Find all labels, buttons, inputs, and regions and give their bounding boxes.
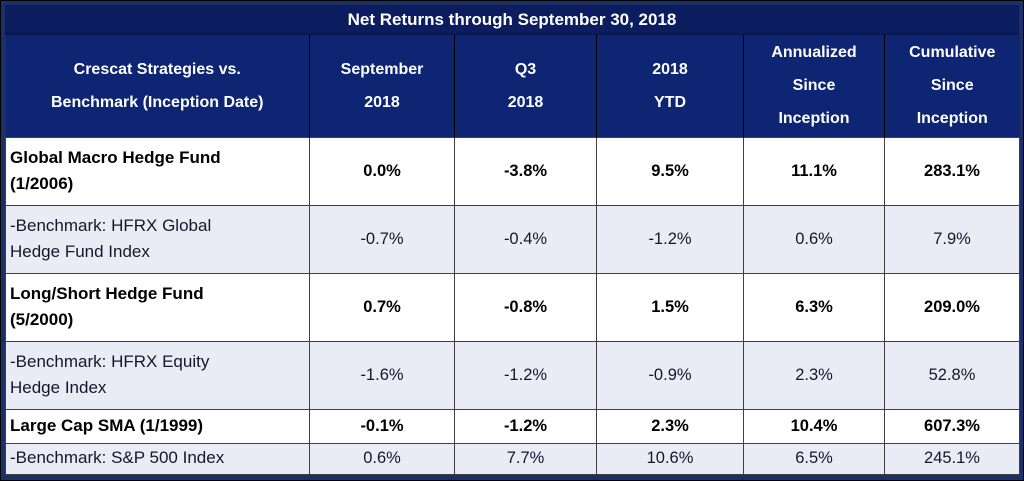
cell-q3: -1.2% [454, 408, 597, 444]
cell-september: -0.7% [309, 204, 455, 274]
table-row-long-short: Long/Short Hedge Fund (5/2000) 0.7% -0.8… [5, 272, 1020, 342]
header-2018-ytd: 2018 YTD [596, 35, 744, 137]
row-label: -Benchmark: HFRX Equity Hedge Index [5, 340, 310, 410]
cell-q3: -3.8% [454, 136, 597, 206]
row-label: Long/Short Hedge Fund (5/2000) [5, 272, 310, 342]
cell-ytd: 1.5% [596, 272, 744, 342]
table-title: Net Returns through September 30, 2018 [5, 5, 1019, 35]
table-row-global-macro: Global Macro Hedge Fund (1/2006) 0.0% -3… [5, 136, 1020, 206]
header-row: Crescat Strategies vs. Benchmark (Incept… [5, 35, 1020, 137]
cell-ytd: -1.2% [596, 204, 744, 274]
cell-ytd: 10.6% [596, 442, 744, 475]
cell-september: 0.6% [309, 442, 455, 475]
cell-cumulative: 7.9% [884, 204, 1020, 274]
row-label: -Benchmark: HFRX Global Hedge Fund Index [5, 204, 310, 274]
row-label: Large Cap SMA (1/1999) [5, 408, 310, 444]
cell-ytd: 9.5% [596, 136, 744, 206]
cell-annualized: 0.6% [743, 204, 885, 274]
table-row-benchmark-hfrx-global: -Benchmark: HFRX Global Hedge Fund Index… [5, 204, 1020, 274]
cell-annualized: 10.4% [743, 408, 885, 444]
cell-cumulative: 209.0% [884, 272, 1020, 342]
table-row-benchmark-hfrx-equity: -Benchmark: HFRX Equity Hedge Index -1.6… [5, 340, 1020, 410]
header-september-2018: September 2018 [309, 35, 455, 137]
table-row-benchmark-sp500: -Benchmark: S&P 500 Index 0.6% 7.7% 10.6… [5, 442, 1020, 475]
cell-cumulative: 283.1% [884, 136, 1020, 206]
cell-q3: -0.4% [454, 204, 597, 274]
cell-cumulative: 52.8% [884, 340, 1020, 410]
cell-september: -0.1% [309, 408, 455, 444]
cell-september: -1.6% [309, 340, 455, 410]
cell-september: 0.0% [309, 136, 455, 206]
cell-q3: 7.7% [454, 442, 597, 475]
cell-september: 0.7% [309, 272, 455, 342]
cell-annualized: 2.3% [743, 340, 885, 410]
header-q3-2018: Q3 2018 [454, 35, 597, 137]
cell-q3: -1.2% [454, 340, 597, 410]
row-label: -Benchmark: S&P 500 Index [5, 442, 310, 475]
cell-q3: -0.8% [454, 272, 597, 342]
header-strategies-vs-benchmark: Crescat Strategies vs. Benchmark (Incept… [5, 35, 310, 137]
cell-cumulative: 245.1% [884, 442, 1020, 475]
table-row-large-cap-sma: Large Cap SMA (1/1999) -0.1% -1.2% 2.3% … [5, 408, 1020, 444]
cell-annualized: 6.3% [743, 272, 885, 342]
cell-annualized: 11.1% [743, 136, 885, 206]
cell-ytd: 2.3% [596, 408, 744, 444]
cell-annualized: 6.5% [743, 442, 885, 475]
returns-table: Crescat Strategies vs. Benchmark (Incept… [5, 35, 1020, 475]
header-cumulative-since-inception: Cumulative Since Inception [884, 35, 1020, 137]
row-label: Global Macro Hedge Fund (1/2006) [5, 136, 310, 206]
header-annualized-since-inception: Annualized Since Inception [743, 35, 885, 137]
cell-ytd: -0.9% [596, 340, 744, 410]
cell-cumulative: 607.3% [884, 408, 1020, 444]
